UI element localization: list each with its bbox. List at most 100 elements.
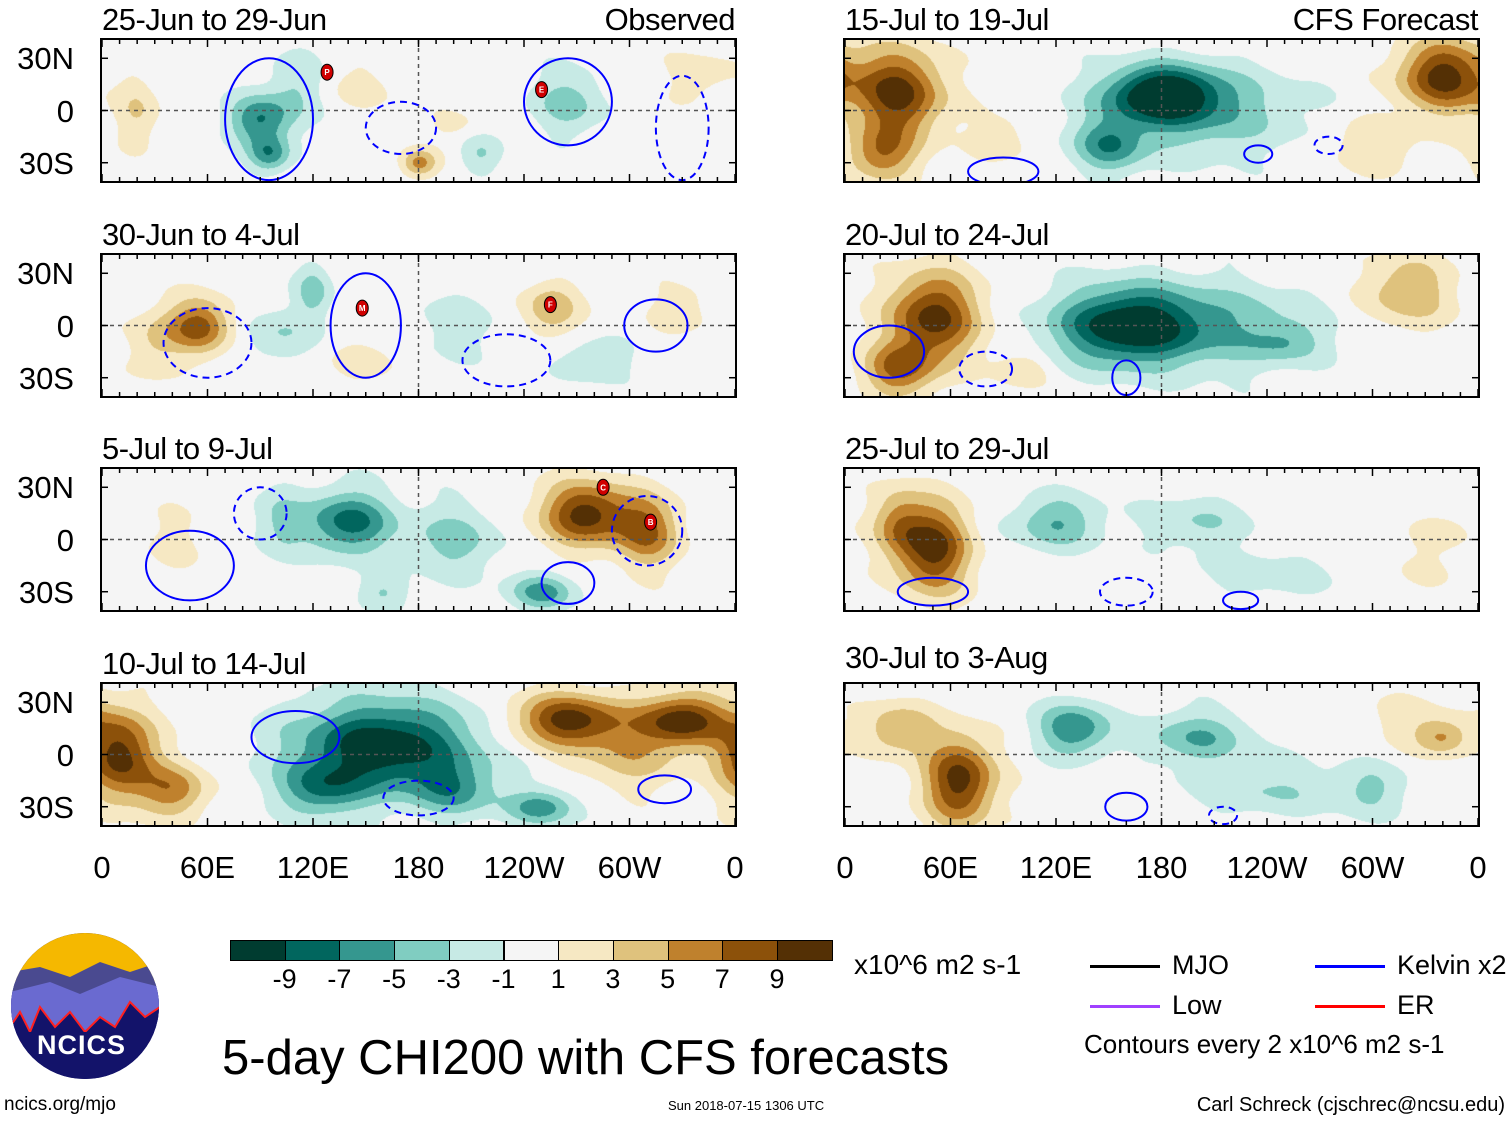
kelvin-contour bbox=[250, 709, 341, 765]
colorbar-label: -3 bbox=[436, 964, 461, 994]
colorbar-swatch bbox=[448, 940, 505, 961]
overlay: CB bbox=[102, 469, 735, 610]
storm-letter: P bbox=[324, 68, 330, 77]
map-panel bbox=[843, 467, 1480, 612]
map-panel bbox=[100, 682, 737, 827]
lat-label: 30S bbox=[18, 360, 74, 396]
storm-letter: C bbox=[600, 483, 606, 492]
lat-label: 30S bbox=[18, 145, 74, 181]
lat-label: 30S bbox=[18, 574, 74, 610]
kelvin-contour bbox=[610, 494, 684, 567]
panel-title: 20-Jul to 24-Jul bbox=[845, 217, 1049, 252]
panel-title: 30-Jun to 4-Jul bbox=[102, 217, 300, 252]
lon-label: 120E bbox=[276, 850, 350, 885]
colorbar-label: -7 bbox=[327, 964, 352, 994]
kelvin-contour bbox=[329, 272, 402, 379]
panel-title: 5-Jul to 9-Jul bbox=[102, 431, 273, 466]
lon-label: 180 bbox=[1135, 850, 1188, 885]
colorbar-label: -1 bbox=[491, 964, 516, 994]
storm-letter: M bbox=[359, 304, 366, 313]
lon-label: 120W bbox=[483, 850, 565, 885]
observed-label: Observed bbox=[604, 2, 736, 37]
kelvin-contour bbox=[1313, 135, 1344, 156]
kelvin-contour bbox=[896, 576, 970, 607]
overlay bbox=[845, 684, 1478, 825]
lat-label: 0 bbox=[56, 522, 74, 558]
legend-line-kelvin bbox=[1315, 965, 1385, 968]
panel-title: 25-Jul to 29-Jul bbox=[845, 431, 1049, 466]
tropical-cyclone-icon bbox=[320, 63, 334, 81]
colorbar-label: -9 bbox=[272, 964, 297, 994]
legend-label: MJO bbox=[1172, 950, 1229, 980]
lon-label: 60W bbox=[1340, 850, 1405, 885]
colorbar-swatch bbox=[722, 940, 778, 961]
kelvin-contour bbox=[654, 74, 710, 181]
kelvin-contour bbox=[958, 350, 1014, 388]
colorbar-label: -5 bbox=[382, 964, 407, 994]
lon-label: 0 bbox=[93, 850, 111, 885]
lat-label: 30N bbox=[17, 685, 74, 721]
overlay bbox=[845, 40, 1478, 181]
ncics-logo-graphic bbox=[11, 933, 159, 1079]
colorbar-swatch bbox=[612, 940, 669, 961]
colorbar-swatch bbox=[230, 940, 286, 961]
kelvin-contour bbox=[540, 561, 596, 605]
panel-title: 25-Jun to 29-Jun bbox=[102, 2, 327, 37]
colorbar-swatch bbox=[503, 940, 560, 961]
colorbar-label: 7 bbox=[714, 964, 730, 994]
tropical-cyclone-icon bbox=[596, 478, 610, 496]
legend-line-er bbox=[1315, 1005, 1385, 1008]
logo-text: NCICS bbox=[37, 1030, 127, 1060]
lat-label: 0 bbox=[56, 308, 74, 344]
colorbar-swatch bbox=[394, 940, 450, 961]
legend-label: Kelvin x2 bbox=[1397, 950, 1507, 980]
map-panel bbox=[843, 253, 1480, 398]
colorbar-label: 5 bbox=[660, 964, 676, 994]
kelvin-contour bbox=[382, 779, 455, 817]
colorbar-swatch bbox=[777, 940, 833, 961]
lat-label: 30N bbox=[17, 470, 74, 506]
lon-label: 0 bbox=[836, 850, 854, 885]
tropical-cyclone-icon bbox=[644, 513, 658, 531]
kelvin-contour bbox=[637, 774, 693, 805]
forecast-label: CFS Forecast bbox=[1292, 2, 1479, 37]
kelvin-contour bbox=[852, 324, 926, 379]
timestamp: Sun 2018-07-15 1306 UTC bbox=[668, 1098, 825, 1113]
storm-letter: F bbox=[548, 301, 553, 310]
lon-label: 180 bbox=[392, 850, 445, 885]
lon-label: 60W bbox=[597, 850, 662, 885]
lat-label: 30N bbox=[17, 41, 74, 77]
colorbar-swatch bbox=[667, 940, 724, 961]
lat-label: 30S bbox=[18, 789, 74, 825]
colorbar-swatch bbox=[339, 940, 396, 961]
lat-label: 0 bbox=[56, 93, 74, 129]
legend-line-mjo bbox=[1090, 965, 1160, 968]
legend-label: ER bbox=[1397, 990, 1435, 1020]
kelvin-contour bbox=[1104, 791, 1149, 822]
storm-letter: E bbox=[539, 86, 545, 95]
colorbar-swatch bbox=[558, 940, 614, 961]
map-panel bbox=[843, 682, 1480, 827]
colorbar-swatch bbox=[284, 940, 341, 961]
tropical-cyclone-icon bbox=[543, 296, 557, 314]
kelvin-contour bbox=[1222, 590, 1260, 610]
kelvin-contour bbox=[967, 156, 1040, 181]
kelvin-contour bbox=[364, 100, 438, 156]
colorbar-label: 1 bbox=[550, 964, 566, 994]
kelvin-contour bbox=[523, 57, 613, 147]
kelvin-contour bbox=[1098, 576, 1154, 607]
panel-title: 30-Jul to 3-Aug bbox=[845, 640, 1048, 675]
colorbar-label: 9 bbox=[769, 964, 785, 994]
lon-label: 0 bbox=[1469, 850, 1487, 885]
overlay bbox=[845, 469, 1478, 610]
figure-title: 5-day CHI200 with CFS forecasts bbox=[222, 1031, 950, 1085]
kelvin-contour bbox=[623, 298, 689, 353]
tropical-cyclone-icon bbox=[535, 81, 549, 99]
lon-label: 0 bbox=[726, 850, 744, 885]
tropical-cyclone-icon bbox=[355, 299, 369, 317]
